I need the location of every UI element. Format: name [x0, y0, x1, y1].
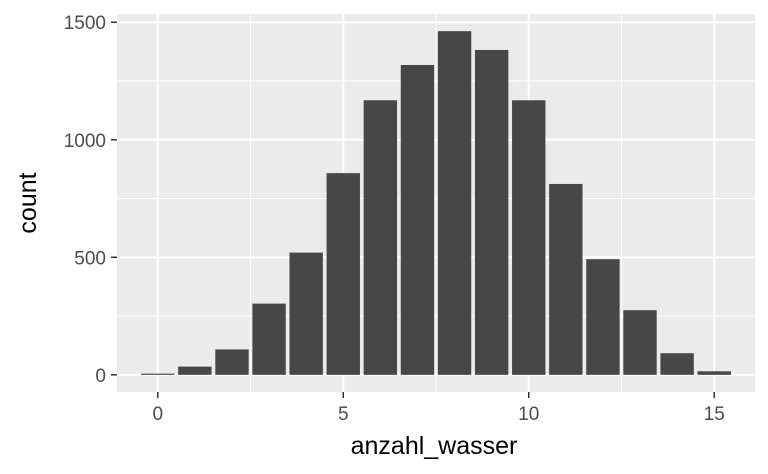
- histogram-bar: [326, 173, 360, 375]
- x-tick-label: 10: [518, 404, 539, 425]
- histogram-bar: [586, 259, 620, 375]
- x-tick-label: 15: [704, 404, 725, 425]
- y-tick-label: 0: [95, 366, 106, 387]
- axes: 0 5 10 15 0 500 1000 1500: [64, 13, 725, 425]
- histogram-bar: [363, 100, 398, 375]
- y-axis-title: count: [14, 172, 42, 233]
- x-tick-label: 5: [338, 404, 349, 425]
- histogram-bar: [400, 65, 435, 375]
- histogram-bar: [660, 353, 694, 375]
- histogram-bar: [289, 252, 323, 375]
- y-tick-label: 500: [74, 248, 106, 269]
- histogram-bar: [549, 183, 583, 375]
- histogram-bar: [697, 371, 731, 375]
- histogram-bar: [437, 31, 472, 375]
- bars: [141, 31, 731, 375]
- histogram-bar: [178, 366, 212, 375]
- x-axis-title: anzahl_wasser: [351, 432, 518, 460]
- histogram-bar: [141, 373, 175, 375]
- x-tick-label: 0: [153, 404, 164, 425]
- y-tick-label: 1000: [64, 131, 106, 152]
- y-tick-label: 1500: [64, 13, 106, 34]
- histogram-bar: [623, 310, 657, 375]
- histogram-bar: [215, 349, 249, 375]
- histogram-bar: [252, 303, 286, 375]
- histogram-bar: [474, 49, 509, 375]
- histogram-bar: [512, 100, 546, 375]
